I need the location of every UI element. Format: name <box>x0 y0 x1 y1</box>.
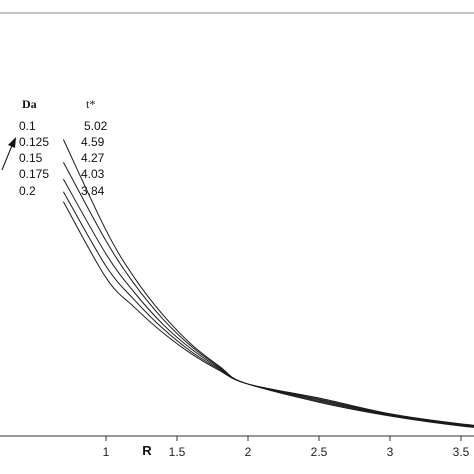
legend-da-3: 0.15 <box>19 151 43 165</box>
x-tick-label: 3.5 <box>453 445 470 459</box>
legend-t-2: 4.59 <box>81 135 105 149</box>
legend-t-5: 3.84 <box>81 184 105 198</box>
trend-arrow <box>1 137 16 171</box>
x-tick-label: 1 <box>103 445 110 459</box>
legend: Da t* 0.1 5.02 0.125 4.59 0.15 4.27 0.17… <box>19 97 108 198</box>
legend-da-2: 0.125 <box>19 135 49 149</box>
series-group <box>62 139 474 428</box>
legend-da-4: 0.175 <box>19 167 49 181</box>
x-tick-label: 1.5 <box>169 445 186 459</box>
legend-t-1: 5.02 <box>84 119 108 133</box>
legend-da-5: 0.2 <box>19 184 36 198</box>
legend-da-1: 0.1 <box>19 119 36 133</box>
legend-t-4: 4.03 <box>81 167 105 181</box>
legend-header-t: t* <box>86 97 95 111</box>
x-tick-label: 2 <box>245 445 252 459</box>
trend-arrow-shaft <box>1 142 14 171</box>
x-ticks: 11.522.533.54 <box>103 436 470 459</box>
series-line-da-0.175 <box>62 191 474 428</box>
legend-t-3: 4.27 <box>81 151 105 165</box>
series-line-da-0.125 <box>62 161 474 427</box>
trend-arrow-head <box>8 137 16 148</box>
x-tick-label: 3 <box>387 445 394 459</box>
x-tick-label: 2.5 <box>311 445 328 459</box>
x-axis-title: R <box>142 443 152 458</box>
legend-header-da: Da <box>22 97 37 111</box>
series-line-da-0.15 <box>62 178 474 427</box>
series-line-da-0.2 <box>62 201 474 428</box>
